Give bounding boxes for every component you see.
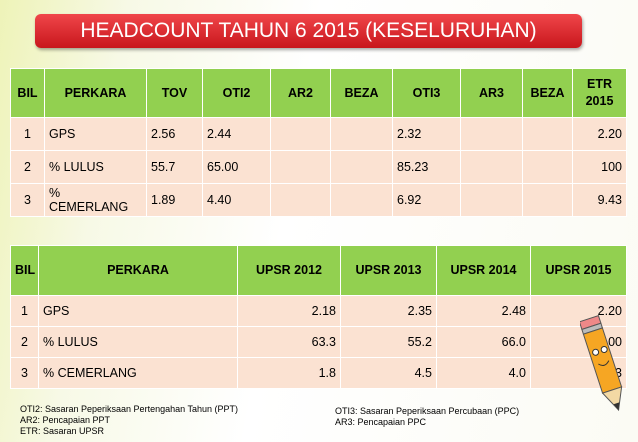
cell bbox=[460, 117, 523, 151]
cell bbox=[522, 117, 573, 151]
cell: 1 bbox=[10, 295, 39, 327]
cell: 1.89 bbox=[146, 183, 203, 217]
cell bbox=[330, 117, 393, 151]
header-cell: BIL bbox=[10, 68, 45, 118]
cell bbox=[270, 117, 331, 151]
cell: 1.8 bbox=[237, 357, 341, 389]
note: OTI2: Sasaran Peperiksaan Pertengahan Ta… bbox=[20, 404, 238, 414]
header-cell: OTI2 bbox=[202, 68, 271, 118]
cell bbox=[270, 183, 331, 217]
cell: % LULUS bbox=[44, 150, 147, 184]
header-cell: UPSR 2014 bbox=[436, 245, 531, 296]
row: 3% CEMERLANG 1.89 4.40 6.92 9.43 bbox=[10, 183, 627, 217]
header-cell: UPSR 2012 bbox=[237, 245, 341, 296]
cell bbox=[460, 183, 523, 217]
cell: 2.20 bbox=[530, 295, 627, 327]
note: ETR: Sasaran UPSR bbox=[20, 426, 105, 436]
cell: 55.7 bbox=[146, 150, 203, 184]
header-cell: BIL bbox=[10, 245, 39, 296]
cell: GPS bbox=[44, 117, 147, 151]
cell: % CEMERLANG bbox=[38, 357, 238, 389]
cell bbox=[460, 150, 523, 184]
cell: 2.20 bbox=[572, 117, 627, 151]
cell: 2.35 bbox=[340, 295, 437, 327]
row: 2% LULUS 55.7 65.00 85.23 100 bbox=[10, 150, 627, 184]
row: 2% LULUS 63.3 55.2 66.0 100 bbox=[10, 326, 627, 358]
cell: 6.92 bbox=[392, 183, 461, 217]
row: 1 GPS 2.18 2.35 2.48 2.20 bbox=[10, 295, 627, 327]
cell bbox=[330, 150, 393, 184]
header-cell: UPSR 2015 bbox=[530, 245, 627, 296]
notes-right: OTI3: Sasaran Peperiksaan Percubaan (PPC… bbox=[335, 406, 519, 428]
title: HEADCOUNT TAHUN 6 2015 (KESELURUHAN) bbox=[35, 14, 582, 48]
cell bbox=[522, 183, 573, 217]
header-cell: AR2 bbox=[270, 68, 331, 118]
cell: 63.3 bbox=[237, 326, 341, 358]
cell: 9.43 bbox=[572, 183, 627, 217]
cell: 2.32 bbox=[392, 117, 461, 151]
cell: 2.48 bbox=[436, 295, 531, 327]
cell: GPS bbox=[38, 295, 238, 327]
cell: 2.18 bbox=[237, 295, 341, 327]
header-cell: OTI3 bbox=[392, 68, 461, 118]
cell: 2 bbox=[10, 326, 39, 358]
cell: 2.56 bbox=[146, 117, 203, 151]
header-cell: PERKARA bbox=[38, 245, 238, 296]
header-cell: ETR 2015 bbox=[572, 68, 627, 118]
cell: 85.23 bbox=[392, 150, 461, 184]
header-cell: AR3 bbox=[460, 68, 523, 118]
note: AR3: Pencapaian PPC bbox=[335, 417, 427, 427]
cell: 66.0 bbox=[436, 326, 531, 358]
table-1: BIL PERKARA TOV OTI2 AR2 BEZA OTI3 AR3 BEZA ETR 2… bbox=[10, 68, 627, 217]
cell: 1 bbox=[10, 117, 45, 151]
header-cell: TOV bbox=[146, 68, 203, 118]
header-row: BIL PERKARA TOV OTI2 AR2 BEZA OTI3 AR3 BEZA ETR 2… bbox=[10, 68, 627, 118]
cell: 4.5 bbox=[340, 357, 437, 389]
header-row: BIL PERKARA UPSR 2012 UPSR 2013 UPSR 2014 UPS… bbox=[10, 245, 627, 296]
row: 1 GPS 2.56 2.44 2.32 2.20 bbox=[10, 117, 627, 151]
cell: 4.40 bbox=[202, 183, 271, 217]
cell: 100 bbox=[572, 150, 627, 184]
header-cell: PERKARA bbox=[44, 68, 147, 118]
cell: 3 bbox=[10, 183, 45, 217]
cell: 2 bbox=[10, 150, 45, 184]
table-2: BIL PERKARA UPSR 2012 UPSR 2013 UPSR 2014 UPS… bbox=[10, 245, 627, 389]
notes-left: OTI2: Sasaran Peperiksaan Pertengahan Ta… bbox=[20, 404, 238, 437]
note: OTI3: Sasaran Peperiksaan Percubaan (PPC… bbox=[335, 406, 520, 416]
cell: % CEMERLANG bbox=[44, 183, 147, 217]
note: AR2: Pencapaian PPT bbox=[20, 415, 111, 425]
cell: 65.00 bbox=[202, 150, 271, 184]
cell bbox=[522, 150, 573, 184]
header-cell: UPSR 2013 bbox=[340, 245, 437, 296]
cell bbox=[330, 183, 393, 217]
pencil-icon bbox=[580, 314, 623, 412]
cell bbox=[270, 150, 331, 184]
header-cell: BEZA bbox=[522, 68, 573, 118]
cell: % LULUS bbox=[38, 326, 238, 358]
cell: 55.2 bbox=[340, 326, 437, 358]
cell: 2.44 bbox=[202, 117, 271, 151]
cell: 3 bbox=[10, 357, 39, 389]
header-cell: BEZA bbox=[330, 68, 393, 118]
cell: 4.0 bbox=[436, 357, 531, 389]
